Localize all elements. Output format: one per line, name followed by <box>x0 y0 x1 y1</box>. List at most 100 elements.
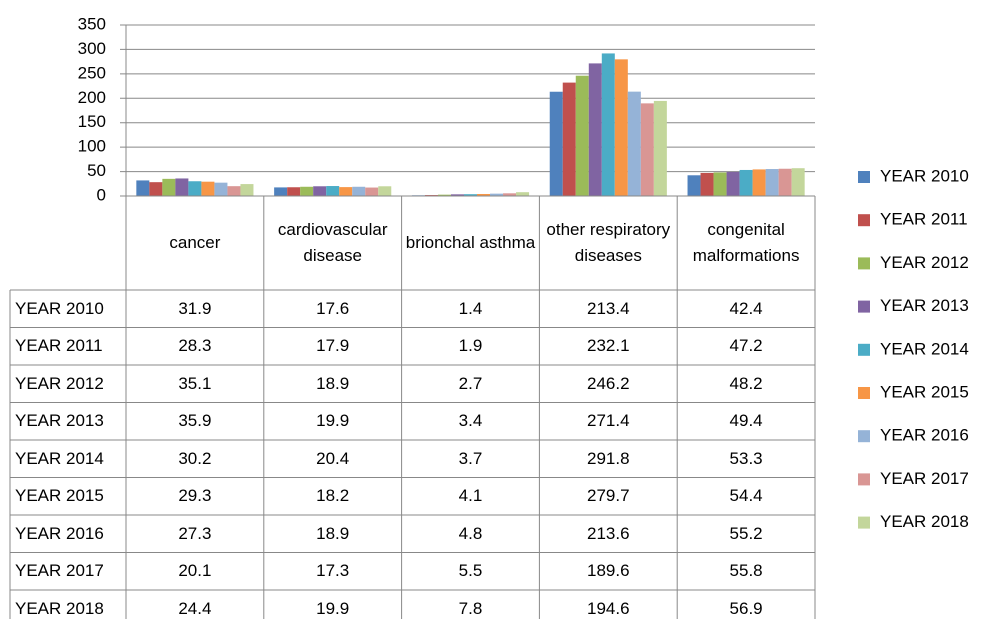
bar <box>227 186 241 196</box>
table-value: 18.9 <box>316 373 350 393</box>
legend-swatch <box>858 343 870 356</box>
table-value: 47.2 <box>729 336 763 356</box>
legend-label: YEAR 2017 <box>880 469 969 488</box>
bar <box>752 169 766 196</box>
table-value: 17.6 <box>316 298 350 318</box>
category-label: cardiovascular disease <box>277 220 388 265</box>
category-label: brionchal asthma <box>405 233 536 252</box>
row-label: YEAR 2011 <box>15 336 103 356</box>
legend-swatch <box>858 171 870 183</box>
table-value: 4.1 <box>458 486 483 506</box>
bar <box>653 100 667 196</box>
bar <box>575 75 589 196</box>
legend-label: YEAR 2014 <box>880 339 969 358</box>
legend-swatch <box>858 430 870 443</box>
legend-swatch <box>858 516 870 529</box>
table-value: 17.9 <box>316 336 350 356</box>
table-value: 18.2 <box>316 486 350 506</box>
table-value: 35.9 <box>178 411 212 431</box>
table-value: 1.9 <box>458 336 483 356</box>
table-value: 291.8 <box>587 448 630 468</box>
bar <box>588 63 602 196</box>
table-value: 18.9 <box>316 523 350 543</box>
table-value: 17.3 <box>316 561 350 581</box>
y-tick-label: 200 <box>78 88 106 107</box>
table-value: 31.9 <box>178 298 212 318</box>
table-value: 2.7 <box>458 373 483 393</box>
table-value: 246.2 <box>587 373 630 393</box>
row-label: YEAR 2010 <box>15 298 104 318</box>
bar <box>339 187 353 196</box>
y-tick-label: 250 <box>78 63 106 82</box>
bar <box>136 180 150 196</box>
bar <box>450 194 464 196</box>
bar <box>765 169 779 196</box>
bar <box>490 193 504 196</box>
bar <box>687 175 701 196</box>
table-value: 24.4 <box>178 598 212 618</box>
y-tick-label: 0 <box>97 185 106 204</box>
bar <box>640 103 654 196</box>
bar <box>188 181 202 196</box>
table-value: 194.6 <box>587 598 630 618</box>
legend-label: YEAR 2015 <box>880 382 969 401</box>
table-value: 213.4 <box>587 298 630 318</box>
bar <box>562 82 576 196</box>
bar <box>791 168 805 196</box>
bar <box>214 182 228 196</box>
legend-label: YEAR 2018 <box>880 512 969 531</box>
table-value: 29.3 <box>178 486 212 506</box>
y-tick-label: 150 <box>78 112 106 131</box>
table-value: 19.9 <box>316 598 350 618</box>
legend-swatch <box>858 214 870 227</box>
legend-label: YEAR 2016 <box>880 426 969 445</box>
bar <box>503 193 517 196</box>
y-tick-label: 50 <box>87 161 106 180</box>
y-tick-label: 300 <box>78 39 106 58</box>
legend-swatch <box>858 300 870 313</box>
bar <box>240 184 254 196</box>
row-label: YEAR 2013 <box>15 411 104 431</box>
bar <box>700 172 714 196</box>
bar <box>300 186 314 196</box>
table-value: 53.3 <box>729 448 763 468</box>
category-label: cancer <box>169 233 221 252</box>
table-value: 55.2 <box>729 523 763 543</box>
bar <box>726 171 740 196</box>
legend-label: YEAR 2010 <box>880 166 969 185</box>
table-value: 5.5 <box>458 561 483 581</box>
category-label: congenital malformations <box>692 220 800 265</box>
bar <box>778 168 792 196</box>
bar <box>463 194 478 196</box>
table-value: 30.2 <box>178 448 212 468</box>
bar <box>739 169 753 196</box>
bar <box>713 172 727 196</box>
table-value: 232.1 <box>587 336 630 356</box>
table-value: 4.8 <box>458 523 483 543</box>
legend-label: YEAR 2013 <box>880 296 969 315</box>
legend-swatch <box>858 473 870 486</box>
table-value: 213.6 <box>587 523 630 543</box>
row-label: YEAR 2016 <box>15 523 104 543</box>
bar <box>614 59 628 196</box>
y-tick-label: 100 <box>78 137 106 156</box>
table-value: 1.4 <box>458 298 483 318</box>
category-label: other respiratory diseases <box>546 220 671 265</box>
table-value: 55.8 <box>729 561 763 581</box>
legend-swatch <box>858 387 870 399</box>
bar <box>175 178 189 196</box>
y-tick-label: 350 <box>78 14 106 33</box>
table-value: 49.4 <box>729 411 763 431</box>
bar <box>162 178 176 196</box>
table-value: 27.3 <box>178 523 212 543</box>
table-value: 279.7 <box>587 486 630 506</box>
table-value: 3.4 <box>458 411 483 431</box>
bar <box>201 181 215 196</box>
legend-swatch <box>858 257 870 270</box>
legend-label: YEAR 2012 <box>880 253 969 272</box>
table-value: 48.2 <box>729 373 763 393</box>
table-value: 56.9 <box>729 598 763 618</box>
row-label: YEAR 2018 <box>15 598 104 618</box>
